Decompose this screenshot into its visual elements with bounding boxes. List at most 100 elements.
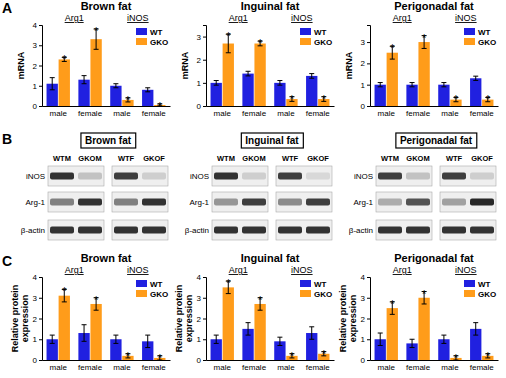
blot-membrane <box>440 220 496 240</box>
x-tick-label: male <box>113 109 131 118</box>
error-bar <box>145 88 150 92</box>
significance-label: * <box>258 37 263 49</box>
lane-label: GKOM <box>406 154 429 163</box>
significance-label: * <box>454 352 459 364</box>
y-axis-title-line: expression <box>20 295 30 343</box>
group-label: Arg1 <box>65 13 84 23</box>
significance-label: * <box>486 93 491 105</box>
y-tick: 0 <box>197 102 206 111</box>
bar <box>438 85 449 106</box>
group-label: iNOS <box>291 13 313 23</box>
y-tick: 0 <box>33 102 42 111</box>
bars <box>47 29 166 106</box>
chart: Perigonadal fatArg1iNOS0123malefemalemal… <box>344 0 499 118</box>
blot-band <box>442 173 466 180</box>
y-tick: 3 <box>197 33 206 42</box>
error-bar <box>50 335 55 343</box>
legend-swatch <box>300 280 311 287</box>
error-bar <box>441 335 446 343</box>
y-tick: 3 <box>197 294 206 303</box>
bars <box>211 34 330 106</box>
x-tick-label: male <box>378 109 396 118</box>
row-label: iNOS <box>26 172 45 181</box>
y-axis: 01234 <box>361 273 371 365</box>
significance-label: * <box>390 42 395 54</box>
x-tick: male <box>277 363 295 372</box>
lane-label: WTM <box>381 154 399 163</box>
y-tick-label: 0 <box>361 356 366 365</box>
lane-label: WTF <box>446 154 463 163</box>
blot-title: Perigonadal fat <box>400 135 473 146</box>
lane-label: GKOF <box>143 154 165 163</box>
blot-title-box <box>241 133 303 148</box>
x-tick-label: female <box>242 363 267 372</box>
chart-title: Brown fat <box>81 252 132 264</box>
legend-swatch <box>300 28 311 35</box>
y-tick: 4 <box>33 273 42 282</box>
row-label: Arg-1 <box>189 198 209 207</box>
legend: WTGKO <box>300 28 332 47</box>
legend-swatch <box>300 38 311 45</box>
y-tick-label: 1 <box>197 79 202 88</box>
y-tick-mark <box>203 60 206 61</box>
y-tick-label: 2 <box>33 62 38 71</box>
blot-band <box>242 227 266 234</box>
blot-panel: Inguinal fatWTMGKOMWTFGKOFiNOSArg-1β-act… <box>185 133 332 240</box>
bar <box>306 76 317 106</box>
y-tick: 2 <box>33 62 42 71</box>
group-label: iNOS <box>455 13 477 23</box>
legend-label: GKO <box>150 290 168 299</box>
legend-swatch <box>136 280 147 287</box>
y-tick: 2 <box>361 315 370 324</box>
significance-label: * <box>94 25 99 37</box>
legend: WTGKO <box>136 28 168 47</box>
y-tick-mark <box>367 360 370 361</box>
legend-label: GKO <box>150 38 168 47</box>
blot-membrane <box>376 192 432 212</box>
y-tick: 4 <box>33 21 42 30</box>
y-axis-title-line: expression <box>348 295 358 343</box>
legend-label: WT <box>150 28 163 37</box>
x-tick-label: male <box>113 363 131 372</box>
y-tick-mark <box>203 277 206 278</box>
blot-band <box>50 227 74 234</box>
y-tick-mark <box>203 360 206 361</box>
y-tick-label: 0 <box>197 102 202 111</box>
x-tick: male <box>113 363 131 372</box>
y-axis-title: Relative proteinexpression <box>338 285 358 353</box>
x-axis: malefemalemalefemale <box>371 361 499 372</box>
bar <box>90 304 101 360</box>
x-tick: female <box>306 109 331 118</box>
y-axis-title-line: mRNA <box>16 51 26 79</box>
error-bar <box>50 78 55 90</box>
y-tick-mark <box>39 298 42 299</box>
y-tick-label: 3 <box>197 294 202 303</box>
blot-band <box>214 173 238 180</box>
x-tick-label: male <box>277 363 295 372</box>
y-tick-mark <box>367 298 370 299</box>
significance-label: * <box>62 285 67 297</box>
significance-label: * <box>322 93 327 105</box>
blot-membrane <box>212 166 268 186</box>
error-bar <box>214 81 219 86</box>
bar <box>223 287 234 360</box>
x-tick: female <box>470 363 495 372</box>
blot-membrane <box>276 166 332 186</box>
x-tick-label: male <box>214 363 232 372</box>
y-axis: 0123 <box>361 26 371 112</box>
error-bar <box>246 71 251 76</box>
error-bar <box>309 327 314 339</box>
legend: WTGKO <box>136 280 168 299</box>
panel-label: C <box>2 253 12 269</box>
x-tick: male <box>378 109 396 118</box>
x-axis: malefemalemalefemale <box>43 361 171 372</box>
blot-membrane <box>48 220 104 240</box>
significance-label: * <box>94 294 99 306</box>
y-tick-label: 1 <box>361 335 366 344</box>
blot-band <box>442 199 466 206</box>
x-axis: malefemalemalefemale <box>43 107 171 118</box>
legend-swatch <box>464 290 475 297</box>
y-axis-line <box>203 26 207 107</box>
bar <box>418 298 429 360</box>
x-axis: malefemalemalefemale <box>207 107 335 118</box>
